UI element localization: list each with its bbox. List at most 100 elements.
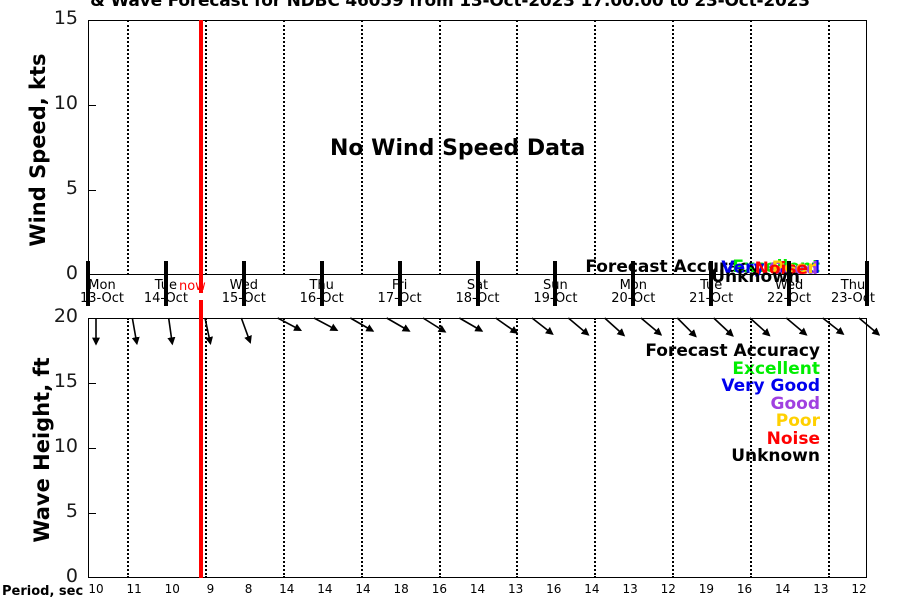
wind-gridline-3 [360,20,363,275]
wave-direction-arrow [785,317,808,336]
legend-item-very-good-wind: Very Good [721,258,820,278]
day-boundary-tick-1 [163,261,168,306]
day-boundary-tick-6 [553,261,558,306]
day-date: 18-Oct [455,291,500,306]
day-label-22-Oct: Wed 22-Oct [759,279,819,305]
legend-item-excellent-wind: Excellent [732,257,820,277]
legend-item-poor: Poor [775,411,820,431]
wave-ytick-mark-10 [88,448,96,449]
wave-ytick-mark-20 [88,318,96,319]
wave-direction-arrow [240,317,252,344]
wind-gridline-6 [594,20,597,275]
day-of-week: Wed [774,278,804,293]
now-line-wave [198,300,203,578]
day-boundary-tick-3 [319,261,324,306]
period-value-2: 10 [164,582,180,596]
wave-ytick-mark-15 [88,383,96,384]
legend-item-poor-wind: Poor [771,258,816,278]
day-boundary-tick-2 [241,261,246,306]
legend-item-very-good: Very Good [721,376,820,396]
day-of-week: Sat [466,278,489,293]
day-of-week: Tue [700,278,723,293]
legend-item-good-wind: Good [768,259,818,279]
period-value-8: 18 [393,582,409,596]
period-value-20: 12 [851,582,867,596]
period-value-15: 12 [660,582,676,596]
day-of-week: Wed [229,278,258,293]
period-value-0: 10 [88,582,104,596]
day-date: 22-Oct [767,291,812,306]
wave-ytick-15: 15 [53,370,78,392]
wave-direction-arrow [822,317,845,335]
day-boundary-tick-5 [475,261,480,306]
day-of-week: Mon [619,278,647,293]
wave-gridline-9 [828,318,831,578]
wind-gridline-9 [828,20,831,275]
legend-item-unknown: Unknown [731,446,820,466]
day-label-15-Oct: Wed 15-Oct [214,279,274,305]
wave-gridline-8 [750,318,753,578]
day-date: 20-Oct [611,291,656,306]
day-boundary-tick-7 [631,261,636,306]
period-value-13: 14 [584,582,600,596]
forecast-accuracy-legend-wind: Forecast Accuracy Excellent Very Good Go… [585,257,820,286]
wind-gridline-8 [750,20,753,275]
day-date: 13-Oct [79,291,125,306]
wind-ytick-5: 5 [65,177,78,199]
wave-direction-arrow [676,317,697,338]
day-label-14-Oct: Tue 14-Oct [136,279,196,305]
day-label-23-Oct: Thu 23-Oct [823,279,883,305]
day-of-week: Thu [840,278,866,293]
day-label-19-Oct: Sun 19-Oct [525,279,585,305]
wave-ytick-mark-5 [88,513,96,514]
legend-item-noise: Noise [766,428,820,449]
wind-gridline-0 [126,20,129,275]
period-value-12: 16 [546,582,562,596]
legend-item-good: Good [770,393,820,414]
day-of-week: Thu [309,278,334,293]
period-value-4: 8 [244,582,253,596]
wind-gridline-2 [282,20,285,275]
legend-title: Forecast Accuracy [645,341,820,361]
day-boundary-tick-4 [397,261,402,306]
wave-gridline-2 [282,318,285,578]
wind-gridline-1 [204,20,207,275]
period-value-17: 16 [736,582,753,596]
legend-item-excellent: Excellent [732,358,820,379]
period-axis-label: Period, sec [2,584,84,599]
period-value-16: 19 [698,582,715,596]
wave-direction-arrow [458,317,484,332]
wave-direction-arrow [167,317,176,346]
wind-gridline-7 [672,20,675,275]
period-value-9: 16 [431,582,447,596]
wave-gridline-5 [516,318,519,578]
wave-gridline-7 [672,318,675,578]
period-value-1: 11 [126,582,142,596]
wave-direction-arrow [313,317,339,331]
day-label-13-Oct: Mon 13-Oct [72,279,132,305]
day-of-week: Sun [543,278,568,293]
wave-ytick-5: 5 [65,500,78,522]
day-date: 21-Oct [689,291,734,306]
day-label-16-Oct: Thu 16-Oct [292,279,352,305]
legend-item-unknown-wind: Unknown [711,267,800,287]
now-line-wind [198,20,203,293]
wind-speed-axis-label: Wind Speed, kts [26,53,50,247]
day-label-18-Oct: Sat 18-Oct [448,279,508,305]
day-date: 19-Oct [533,291,578,306]
wave-ytick-10: 10 [53,435,78,457]
wave-direction-arrow [531,317,554,335]
period-value-3: 9 [206,582,215,596]
now-label: now [178,279,206,294]
period-value-19: 13 [813,582,829,596]
day-date: 15-Oct [221,291,266,306]
period-value-11: 13 [508,582,524,596]
wind-ytick-mark-10 [88,105,96,106]
day-label-21-Oct: Tue 21-Oct [681,279,741,305]
day-of-week: Tue [154,278,177,293]
wind-ytick-0: 0 [65,262,78,284]
wave-direction-arrow-group [92,317,881,346]
wave-gridline-6 [594,318,597,578]
wave-direction-arrow [422,317,447,333]
wave-direction-arrow [131,317,140,346]
